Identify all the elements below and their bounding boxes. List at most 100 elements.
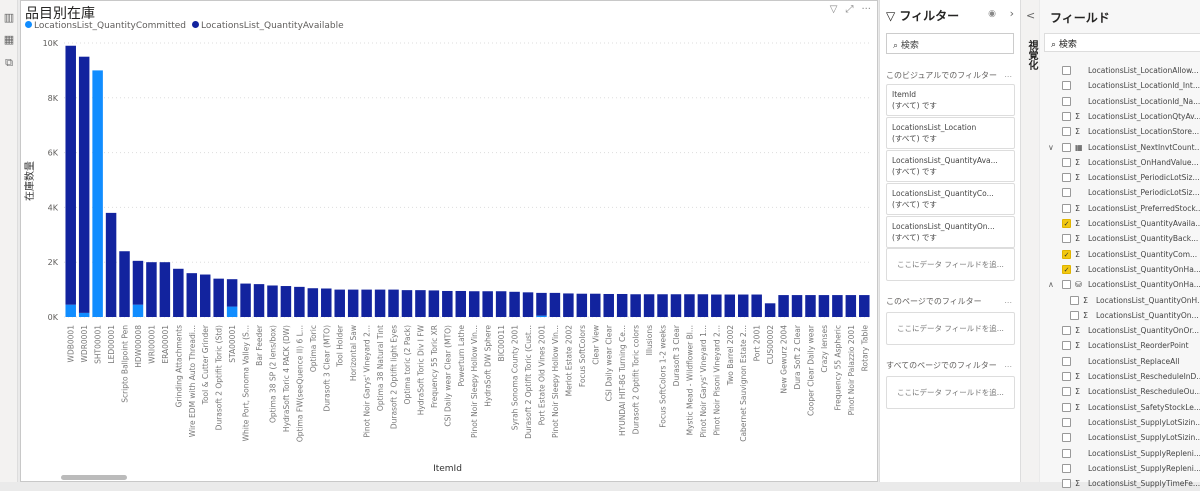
field-item[interactable]: Σ LocationsList_PreferredStock...	[1062, 201, 1200, 216]
legend-item-committed[interactable]: LocationsList_QuantityCommitted	[25, 21, 186, 31]
field-checkbox[interactable]: ✓	[1062, 264, 1071, 274]
bar-available[interactable]	[643, 294, 655, 317]
field-item[interactable]: Σ LocationsList_PeriodicLotSiz...	[1062, 170, 1200, 185]
bar-available[interactable]	[132, 260, 144, 305]
bar-available[interactable]	[603, 293, 614, 317]
bar-available[interactable]	[751, 294, 762, 317]
field-item[interactable]: LocationsList_LocationId_Na...	[1062, 94, 1200, 109]
bar-available[interactable]	[630, 294, 641, 317]
filter-icon[interactable]: ▽	[829, 4, 838, 15]
field-checkbox[interactable]: ✓	[1062, 249, 1071, 259]
field-item[interactable]: Σ LocationsList_OnHandValue...	[1062, 155, 1199, 170]
bar-available[interactable]	[805, 295, 816, 317]
filters-search-input[interactable]: ⌕ 検索	[886, 33, 1014, 54]
field-checkbox[interactable]	[1062, 479, 1071, 489]
field-checkbox[interactable]	[1062, 402, 1071, 412]
bar-available[interactable]	[361, 289, 372, 317]
report-view-icon[interactable]: ▥	[3, 11, 15, 24]
field-checkbox[interactable]	[1062, 96, 1071, 106]
page-drop-zone[interactable]: ここにデータ フィールドを追...	[886, 312, 1015, 345]
field-checkbox[interactable]	[1062, 157, 1071, 167]
bar-available[interactable]	[724, 294, 736, 317]
bar-available[interactable]	[764, 303, 776, 317]
bar-available[interactable]	[536, 292, 547, 316]
bar-available[interactable]	[563, 293, 574, 317]
bar-available[interactable]	[415, 290, 426, 317]
field-item[interactable]: ✓ Σ LocationsList_QuantityAvaila...	[1062, 216, 1200, 231]
field-checkbox[interactable]	[1062, 188, 1071, 198]
filter-card[interactable]: LocationsList_QuantityOn... (すべて) です	[886, 216, 1015, 248]
bar-available[interactable]	[859, 295, 870, 317]
filter-card[interactable]: LocationsList_QuantityCo... (すべて) です	[886, 183, 1015, 215]
bar-available[interactable]	[321, 288, 332, 317]
field-checkbox[interactable]	[1062, 66, 1071, 75]
bar-available[interactable]	[294, 286, 305, 317]
field-item[interactable]: Σ LocationsList_SafetyStockLe...	[1062, 400, 1200, 415]
bar-available[interactable]	[576, 293, 588, 317]
field-item[interactable]: LocationsList_SupplyLotSizin...	[1062, 415, 1200, 430]
bar-available[interactable]	[845, 295, 857, 317]
field-item[interactable]: ✓ Σ LocationsList_QuantityOnHa...	[1062, 262, 1200, 277]
bar-available[interactable]	[791, 295, 803, 317]
field-checkbox[interactable]	[1062, 127, 1071, 137]
fields-search-input[interactable]: ⌕ 検索	[1044, 33, 1200, 52]
field-checkbox[interactable]: ✓	[1062, 219, 1071, 228]
bar-chart-visual[interactable]: 品目別在庫 LocationsList_QuantityCommitted Lo…	[20, 0, 878, 482]
field-item[interactable]: Σ LocationsList_SupplyTimeFe...	[1062, 476, 1200, 491]
eye-icon[interactable]: ◉	[988, 9, 996, 19]
expand-icon[interactable]: ∧	[1048, 280, 1054, 290]
data-view-icon[interactable]: ▦	[3, 33, 15, 46]
collapse-filters-icon[interactable]: ›	[1009, 7, 1014, 20]
bar-available[interactable]	[455, 290, 467, 317]
field-checkbox[interactable]	[1062, 142, 1071, 152]
bar-available[interactable]	[388, 289, 399, 317]
field-checkbox[interactable]	[1070, 295, 1079, 305]
field-item[interactable]: Σ LocationsList_QuantityOnH...	[1070, 293, 1200, 308]
bar-available[interactable]	[334, 289, 345, 317]
bar-available[interactable]	[482, 291, 493, 317]
field-checkbox[interactable]	[1062, 387, 1071, 397]
visual-drop-zone[interactable]: ここにデータ フィールドを追...	[886, 248, 1015, 281]
field-item[interactable]: LocationsList_PeriodicLotSiz...	[1062, 185, 1200, 200]
field-item[interactable]: LocationsList_SupplyRepleni...	[1062, 461, 1200, 476]
more-icon[interactable]: ...	[1004, 70, 1012, 79]
bar-available[interactable]	[509, 291, 520, 317]
field-checkbox[interactable]	[1070, 310, 1079, 320]
bar-available[interactable]	[590, 293, 601, 317]
filter-card[interactable]: LocationsList_Location (すべて) です	[886, 117, 1015, 149]
field-item[interactable]: Σ LocationsList_ReorderPoint	[1062, 338, 1189, 353]
bar-available[interactable]	[186, 273, 198, 317]
bar-available[interactable]	[240, 283, 251, 317]
bar-available[interactable]	[159, 262, 171, 317]
field-checkbox[interactable]	[1062, 463, 1071, 473]
bar-available[interactable]	[267, 285, 278, 317]
bar-available[interactable]	[616, 293, 628, 317]
bar-available[interactable]	[684, 294, 695, 317]
bar-available[interactable]	[173, 268, 184, 317]
legend-item-available[interactable]: LocationsList_QuantityAvailable	[192, 21, 344, 31]
all-pages-drop-zone[interactable]: ここにデータ フィールドを追...	[886, 376, 1015, 409]
field-checkbox[interactable]	[1062, 433, 1071, 443]
bar-committed[interactable]	[92, 70, 103, 318]
bar-available[interactable]	[697, 294, 709, 317]
bar-available[interactable]	[374, 289, 386, 317]
field-item[interactable]: LocationsList_SupplyRepleni...	[1062, 446, 1200, 461]
bar-available[interactable]	[818, 295, 830, 317]
field-item[interactable]: ✓ Σ LocationsList_QuantityCom...	[1062, 247, 1197, 262]
field-checkbox[interactable]	[1062, 111, 1071, 121]
field-checkbox[interactable]	[1062, 417, 1071, 427]
field-checkbox[interactable]	[1062, 81, 1071, 91]
bar-available[interactable]	[280, 286, 292, 317]
field-item[interactable]: Σ LocationsList_LocationQtyAv...	[1062, 109, 1200, 124]
bar-available[interactable]	[105, 212, 117, 317]
bar-available[interactable]	[428, 290, 440, 317]
visualizations-pane-collapsed[interactable]: < 視覚化	[1020, 0, 1039, 482]
focus-mode-icon[interactable]: ⤢	[845, 4, 854, 15]
field-checkbox[interactable]	[1062, 448, 1071, 458]
field-item[interactable]: LocationsList_LocationAllow...	[1062, 63, 1199, 78]
field-item[interactable]: Σ LocationsList_RescheduleInD...	[1062, 369, 1200, 384]
field-checkbox[interactable]	[1062, 326, 1071, 336]
field-checkbox[interactable]	[1062, 234, 1071, 244]
bar-available[interactable]	[199, 274, 211, 317]
more-options-icon[interactable]: ···	[861, 4, 871, 15]
